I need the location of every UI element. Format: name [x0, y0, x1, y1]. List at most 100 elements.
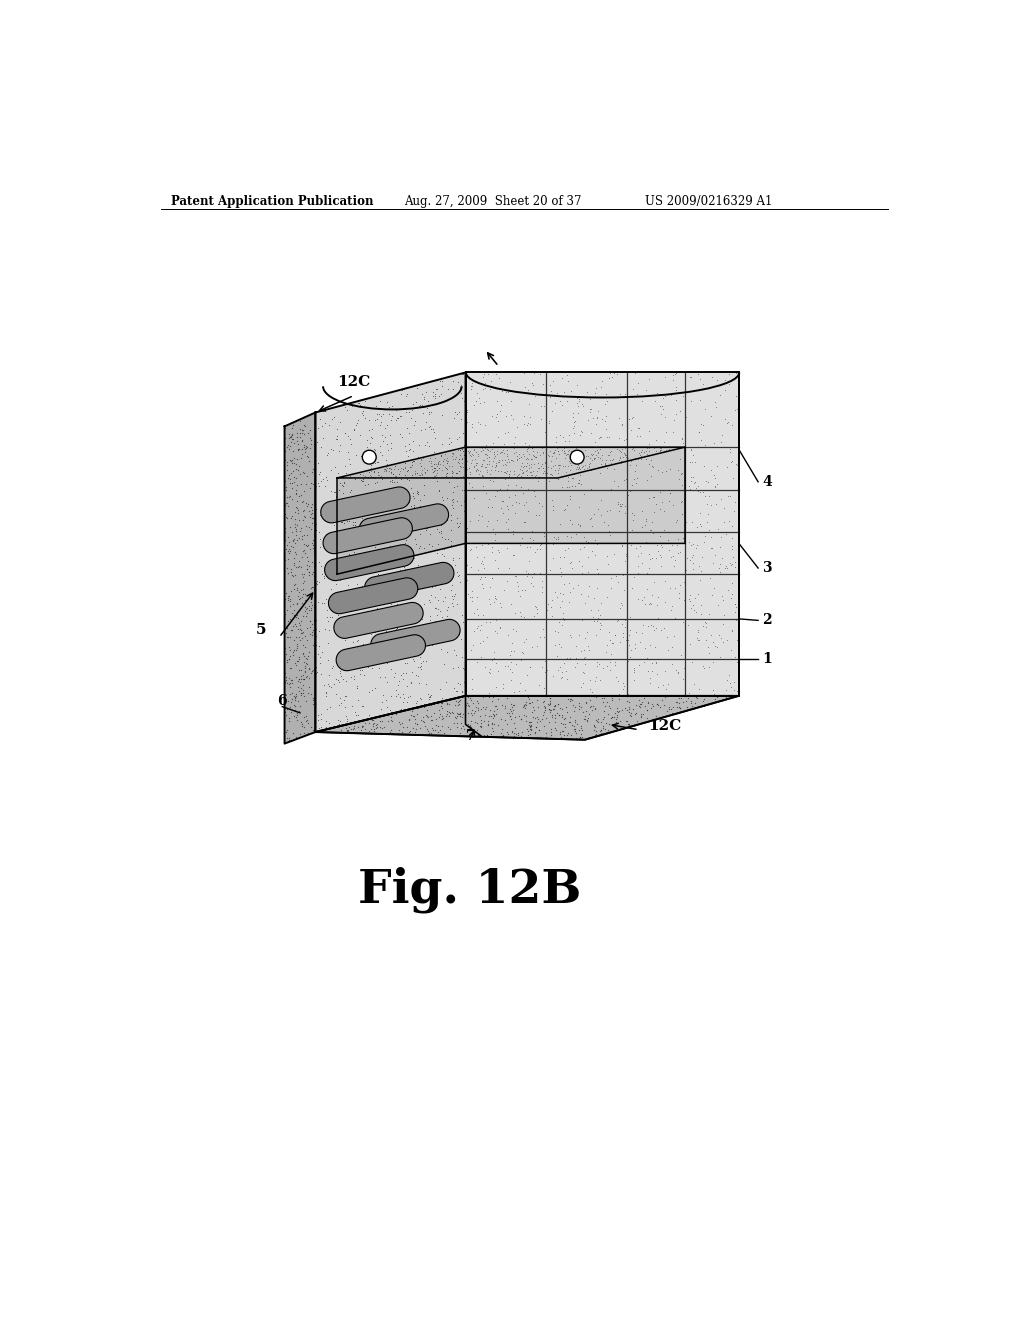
Point: [552, 656, 568, 677]
Point: [650, 470, 667, 491]
Point: [459, 554, 475, 576]
Point: [366, 466, 382, 487]
Point: [532, 562, 549, 583]
Point: [515, 515, 531, 536]
Point: [612, 451, 629, 473]
Point: [453, 409, 469, 430]
Point: [604, 689, 621, 710]
Point: [522, 656, 539, 677]
Point: [509, 572, 525, 593]
Point: [474, 535, 490, 556]
Point: [294, 438, 310, 459]
Point: [407, 640, 423, 661]
Point: [626, 440, 642, 461]
Point: [468, 475, 484, 496]
Point: [700, 603, 717, 624]
Point: [652, 556, 669, 577]
Point: [469, 560, 485, 581]
Point: [301, 624, 317, 645]
Point: [517, 511, 534, 532]
Point: [470, 442, 486, 463]
Point: [521, 457, 538, 478]
Point: [587, 671, 603, 692]
Point: [341, 553, 357, 574]
Point: [281, 648, 297, 669]
Point: [283, 425, 299, 446]
Point: [584, 681, 600, 702]
Point: [469, 546, 485, 568]
Point: [542, 385, 558, 407]
Point: [297, 416, 313, 437]
Point: [431, 480, 447, 502]
Point: [490, 541, 507, 562]
Point: [367, 719, 383, 741]
Point: [543, 725, 559, 746]
Point: [425, 487, 441, 508]
Point: [423, 710, 439, 731]
Point: [411, 697, 427, 718]
Point: [618, 450, 635, 471]
Point: [653, 437, 670, 458]
Point: [572, 727, 589, 748]
Point: [383, 453, 399, 474]
Point: [339, 442, 355, 463]
Point: [566, 422, 583, 444]
Point: [353, 660, 370, 681]
Point: [489, 474, 506, 495]
Point: [725, 546, 741, 568]
Point: [589, 652, 605, 673]
Point: [419, 706, 435, 727]
Point: [394, 507, 411, 528]
Point: [350, 392, 367, 413]
Point: [484, 519, 501, 540]
Point: [295, 462, 311, 483]
Point: [298, 437, 314, 458]
Point: [367, 713, 383, 734]
Point: [286, 685, 302, 706]
Point: [379, 474, 395, 495]
Point: [604, 706, 621, 727]
Point: [391, 554, 408, 576]
Point: [488, 480, 505, 502]
Point: [408, 719, 424, 741]
Point: [524, 445, 541, 466]
Point: [445, 482, 462, 503]
Point: [672, 401, 688, 422]
Point: [383, 462, 399, 483]
Point: [299, 630, 315, 651]
Point: [723, 554, 739, 576]
Point: [665, 364, 681, 385]
Point: [567, 656, 584, 677]
Point: [399, 446, 416, 467]
Point: [485, 591, 502, 612]
Point: [383, 466, 399, 487]
Point: [372, 587, 388, 609]
Point: [383, 706, 399, 727]
Point: [299, 649, 315, 671]
Point: [682, 585, 698, 606]
Point: [645, 708, 662, 729]
Point: [637, 494, 653, 515]
Point: [543, 450, 559, 471]
Point: [425, 462, 441, 483]
Point: [336, 659, 352, 680]
Point: [539, 642, 555, 663]
Point: [331, 694, 347, 715]
Point: [514, 642, 530, 663]
Point: [427, 597, 443, 618]
Point: [481, 589, 498, 610]
Point: [537, 462, 553, 483]
Point: [292, 614, 308, 635]
Point: [336, 527, 352, 548]
Point: [475, 686, 492, 708]
Point: [590, 447, 606, 469]
Point: [347, 701, 364, 722]
Point: [487, 407, 504, 428]
Point: [433, 384, 450, 405]
Point: [648, 693, 665, 714]
Point: [682, 478, 698, 499]
Point: [452, 376, 468, 397]
Point: [283, 462, 299, 483]
Point: [377, 531, 393, 552]
Point: [708, 475, 724, 496]
